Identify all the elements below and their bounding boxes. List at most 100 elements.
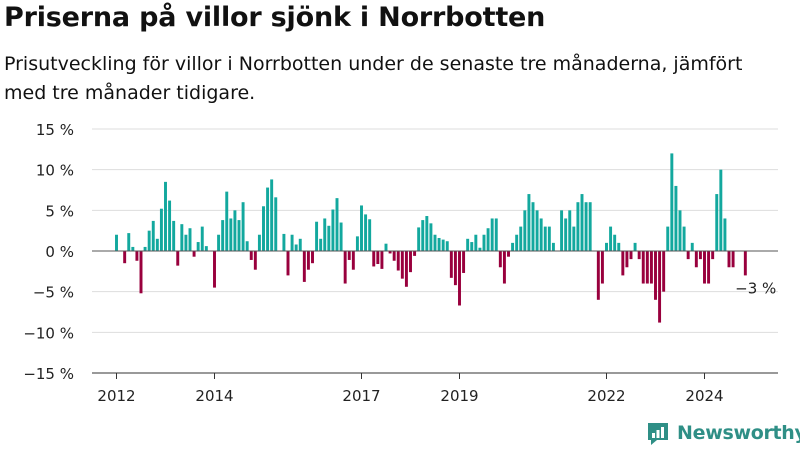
bar <box>543 226 547 251</box>
bar <box>617 242 621 251</box>
bar <box>323 218 327 251</box>
bar <box>115 234 118 251</box>
bar <box>143 246 147 251</box>
page-title: Priserna på villor sjönk i Norrbotten <box>4 2 546 33</box>
bar <box>306 251 310 270</box>
bar <box>535 210 539 251</box>
bar <box>315 221 319 251</box>
bar <box>482 234 486 251</box>
bar <box>654 251 657 300</box>
x-tick-label: 2024 <box>685 387 723 405</box>
bar <box>568 210 572 251</box>
bar <box>270 179 274 251</box>
bar <box>360 205 363 251</box>
bar <box>245 241 249 251</box>
bar <box>723 218 727 251</box>
bar <box>131 246 135 251</box>
bar <box>139 251 143 294</box>
bar <box>266 187 270 251</box>
y-tick-label: −15 % <box>23 365 74 383</box>
bar <box>225 191 229 251</box>
bar <box>253 251 257 270</box>
bar <box>658 251 662 323</box>
bar <box>698 251 702 260</box>
bar <box>417 227 421 251</box>
bar <box>453 251 457 286</box>
y-tick-label: 5 % <box>45 202 74 220</box>
bar <box>637 251 641 260</box>
bar <box>229 218 233 251</box>
bar <box>204 246 208 251</box>
bar <box>507 251 510 257</box>
bar <box>347 251 351 260</box>
bar <box>241 202 245 251</box>
bar <box>600 251 604 284</box>
bar <box>625 251 629 268</box>
bar <box>690 242 694 251</box>
y-tick-label: −5 % <box>33 284 74 302</box>
bar <box>551 242 555 251</box>
bar <box>221 220 225 251</box>
bar <box>707 251 711 284</box>
bar <box>539 218 543 251</box>
bar <box>478 247 482 251</box>
bar <box>421 220 425 251</box>
bar <box>449 251 453 278</box>
bar <box>388 251 392 254</box>
bar <box>159 208 163 251</box>
bar <box>547 226 551 251</box>
newsworthy-logo-icon <box>648 423 668 445</box>
x-tick-label: 2014 <box>195 387 233 405</box>
bar <box>376 251 380 265</box>
bar <box>372 251 376 267</box>
bar <box>380 251 384 269</box>
bar <box>560 210 564 251</box>
bar <box>674 185 678 251</box>
bar <box>498 251 502 268</box>
x-tick-label: 2019 <box>440 387 478 405</box>
bar <box>441 239 445 251</box>
bar <box>384 243 388 251</box>
bar <box>564 218 568 251</box>
page-subtitle: Prisutveckling för villor i Norrbotten u… <box>4 53 743 104</box>
bar <box>290 234 294 251</box>
bar <box>184 234 188 251</box>
bar <box>490 218 494 251</box>
bar <box>302 251 306 282</box>
bar <box>368 219 372 251</box>
bar <box>743 251 747 276</box>
bar <box>613 234 617 251</box>
bar <box>176 251 180 266</box>
bar <box>445 241 449 251</box>
bar <box>437 237 441 251</box>
bar <box>621 251 625 276</box>
bar <box>588 202 592 251</box>
bar <box>596 251 600 300</box>
bar <box>200 226 204 251</box>
bar <box>629 251 633 260</box>
bar <box>641 251 645 284</box>
bar <box>429 223 433 251</box>
bar <box>237 220 241 251</box>
bar <box>645 251 649 284</box>
bar <box>409 251 412 273</box>
bar <box>168 200 172 251</box>
bar <box>719 169 723 251</box>
brand-logo[interactable]: Newsworthy <box>645 418 800 448</box>
bar <box>135 251 139 261</box>
bar <box>670 153 674 251</box>
bar <box>311 251 314 264</box>
bar <box>580 194 584 251</box>
bar <box>511 242 515 251</box>
bar <box>605 242 608 251</box>
bar <box>298 238 302 251</box>
bar <box>188 228 192 251</box>
bar <box>331 209 335 251</box>
bar <box>355 236 359 251</box>
bar <box>527 194 531 251</box>
bar <box>351 251 355 270</box>
bar <box>196 242 200 251</box>
bar <box>155 238 159 251</box>
bar <box>364 214 368 251</box>
